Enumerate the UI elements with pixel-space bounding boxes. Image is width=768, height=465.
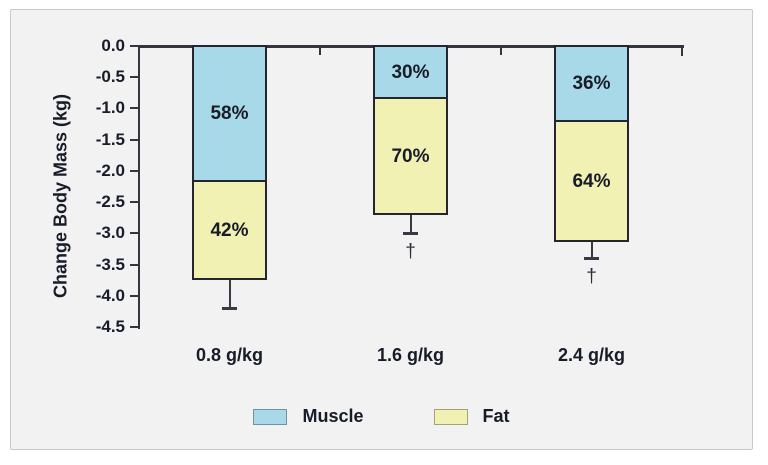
- x-tick: [500, 46, 502, 55]
- dagger-annotation: †: [586, 266, 597, 288]
- y-tick: [130, 294, 138, 297]
- legend-label: Fat: [482, 406, 510, 426]
- y-tick-label: 0.0: [101, 36, 125, 55]
- chart-panel: Change Body Mass (kg) 0.0 -0.5 -1.0 -1.5 -2.…: [10, 9, 753, 450]
- error-bar-stem: [409, 214, 412, 234]
- stacked-bar: [192, 45, 267, 281]
- legend: Muscle Fat: [11, 406, 752, 427]
- y-tick-label: -4.0: [95, 285, 125, 305]
- y-tick: [130, 45, 138, 47]
- x-category-label: 0.8 g/kg: [195, 345, 264, 365]
- stacked-bar: [373, 45, 448, 215]
- fat-swatch: [433, 408, 468, 425]
- error-bar-stem: [228, 280, 231, 309]
- y-tick: [130, 138, 138, 141]
- y-tick: [130, 232, 138, 235]
- muscle-segment: [375, 47, 446, 99]
- error-bar-cap: [222, 307, 237, 310]
- muscle-segment: [194, 47, 265, 182]
- stacked-bar: [554, 45, 629, 243]
- y-tick-label: -2.0: [95, 160, 125, 180]
- y-tick-label: -3.0: [95, 223, 125, 243]
- fat-percent-label: 70%: [391, 145, 430, 167]
- y-tick: [130, 169, 138, 172]
- plot-area: 0.0 -0.5 -1.0 -1.5 -2.0 -2.5 -3.0 -3.5 -4.0 -4.5 5…: [11, 10, 752, 449]
- error-bar-stem: [590, 242, 593, 259]
- x-axis-end-tick: [680, 45, 683, 56]
- legend-label: Muscle: [302, 406, 364, 426]
- y-tick-label: -0.5: [95, 67, 125, 87]
- y-tick: [130, 201, 138, 204]
- muscle-percent-label: 58%: [210, 103, 249, 125]
- y-tick-label: -2.5: [95, 192, 125, 212]
- x-tick: [319, 46, 321, 55]
- muscle-segment: [556, 47, 627, 122]
- y-tick-label: -3.5: [95, 254, 125, 274]
- x-category-label: 1.6 g/kg: [376, 345, 445, 365]
- y-tick-label: -4.5: [95, 317, 125, 336]
- muscle-percent-label: 36%: [572, 73, 611, 95]
- legend-item-fat: Fat: [433, 406, 510, 427]
- legend-item-muscle: Muscle: [253, 406, 364, 427]
- y-tick: [130, 326, 138, 328]
- y-tick: [130, 107, 138, 110]
- muscle-percent-label: 30%: [391, 61, 430, 83]
- dagger-annotation: †: [405, 241, 416, 263]
- error-bar-cap: [403, 232, 418, 235]
- y-tick: [130, 76, 138, 79]
- y-axis-line: [137, 45, 140, 329]
- x-category-label: 2.4 g/kg: [557, 345, 626, 365]
- error-bar-cap: [584, 257, 599, 260]
- y-tick-label: -1.5: [95, 129, 125, 149]
- y-tick: [130, 263, 138, 266]
- fat-percent-label: 42%: [210, 220, 249, 242]
- fat-percent-label: 64%: [572, 171, 611, 193]
- muscle-swatch: [253, 408, 288, 425]
- y-tick-label: -1.0: [95, 98, 125, 118]
